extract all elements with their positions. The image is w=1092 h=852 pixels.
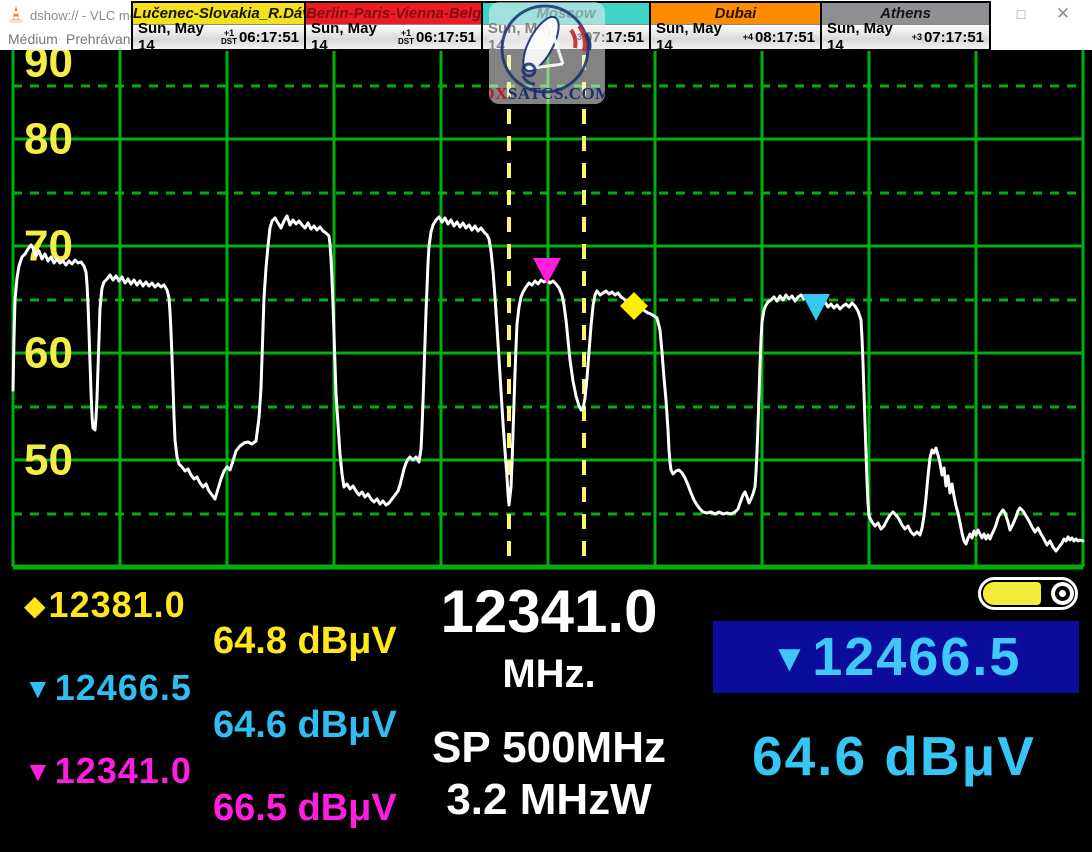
marker-freq-magenta: ▼12341.0 [24,750,192,791]
menu-medium[interactable]: Médium [8,31,58,47]
clock-time-row: Sun, May 14 +4 08:17:51 [651,20,820,54]
clock-city-label: Dubai [651,3,820,24]
triangle-marker-icon: ▼ [770,637,809,680]
center-frequency-readout: 12341.0 MHz. SP 500MHz 3.2 MHzW [393,582,705,822]
clock-city-label: Athens [822,3,989,24]
clock-time-row: Sun, May 14 +1 DST 06:17:51 [306,20,481,54]
vlc-cone-icon [8,6,24,23]
clock-date: Sun, May 14 [656,20,722,54]
clock-city-label: Berlin-Paris-Vienna-Belgrade [306,3,481,24]
clock-city-label: Lučenec-Slovakia_R.Dávid [133,3,304,24]
center-frequency-value: 12341.0 [440,578,658,645]
bandwidth-readout: 3.2 MHzW [446,775,652,824]
clock-tab-dubai[interactable]: Dubai Sun, May 14 +4 08:17:51 [650,1,821,54]
frequency-unit-label: MHz. [502,652,596,696]
clock-time: 07:17:51 [923,28,984,46]
clock-tab-berlin[interactable]: Berlin-Paris-Vienna-Belgrade Sun, May 14… [305,1,482,54]
window-title: dshow:// - VLC med [30,8,145,23]
svg-text:90: 90 [24,50,73,87]
span-readout: SP 500MHz [432,723,666,772]
marker-level-yellow: 64.8 dBμV [213,620,397,662]
active-marker-frequency: 12466.5 [812,627,1022,687]
svg-text:60: 60 [24,329,73,378]
svg-text:80: 80 [24,115,73,164]
marker-level-magenta: 66.5 dBμV [213,787,397,829]
battery-indicator [978,577,1078,610]
battery-terminal-icon [1051,582,1074,605]
clock-date: Sun, May 14 [138,20,204,54]
marker-freq-yellow: ◆12381.0 [24,584,186,625]
svg-text:DXSATCS.COM: DXSATCS.COM [489,84,605,103]
clock-utc-offset: +4 [742,31,753,42]
clock-utc-offset: +1 DST [220,27,237,46]
clock-utc-offset: +3 [911,31,922,42]
clock-time-row: Sun, May 14 +3 07:17:51 [822,20,989,54]
marker-level-cyan: 64.6 dBμV [213,704,397,746]
marker-freq-cyan: ▼12466.5 [24,667,192,708]
active-marker-level: 64.6 dBμV [752,725,1036,787]
clock-time: 08:17:51 [754,28,815,46]
close-button[interactable]: ✕ [1055,4,1071,23]
clock-utc-offset: +1 DST [397,27,414,46]
clock-date: Sun, May 14 [827,20,893,54]
menu-playback[interactable]: Prehrávanie [66,31,142,47]
diamond-marker-icon: ◆ [24,590,47,621]
clock-time-row: Sun, May 14 +1 DST 06:17:51 [133,20,304,54]
clock-date: Sun, May 14 [311,20,377,54]
clock-tab-athens[interactable]: Athens Sun, May 14 +3 07:17:51 [821,1,991,54]
svg-text:50: 50 [24,436,73,485]
active-marker-box[interactable]: ▼ 12466.5 [713,621,1079,693]
dxsatcs-logo-watermark: DXSATCS.COM [482,2,611,104]
triangle-marker-icon: ▼ [24,673,53,704]
maximize-button[interactable]: □ [1016,6,1026,22]
satellite-dish-logo-icon: DXSATCS.COM [482,4,611,103]
clock-time: 06:17:51 [415,28,476,46]
clock-tab-lucenec[interactable]: Lučenec-Slovakia_R.Dávid Sun, May 14 +1D… [131,1,305,54]
triangle-marker-icon: ▼ [24,756,53,787]
battery-charge-level [983,582,1041,605]
clock-time: 06:17:51 [238,28,299,46]
